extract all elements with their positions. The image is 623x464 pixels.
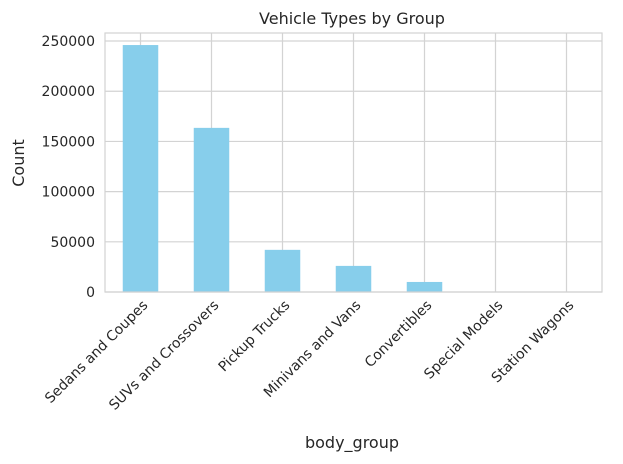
y-axis-title: Count: [9, 139, 28, 187]
bar: [193, 127, 230, 293]
grid-layer: [105, 33, 602, 293]
plot-frame: [104, 32, 603, 293]
y-tick-label: 50000: [50, 235, 95, 251]
bar: [406, 281, 443, 292]
bar: [122, 45, 159, 293]
y-tick-label: 250000: [42, 34, 95, 50]
bars-layer: [122, 45, 585, 293]
y-tick-label: 0: [86, 285, 95, 301]
y-tick-label: 150000: [42, 134, 95, 150]
y-tick-label: 100000: [42, 185, 95, 201]
bar: [335, 265, 372, 292]
chart-title: Vehicle Types by Group: [259, 9, 445, 28]
bar: [264, 249, 301, 292]
y-tick-label: 200000: [42, 84, 95, 100]
x-axis-title: body_group: [305, 433, 399, 453]
plot-border: [104, 32, 603, 293]
y-axis-ticks: 0 50000 100000 150000 200000 250000: [42, 34, 95, 301]
